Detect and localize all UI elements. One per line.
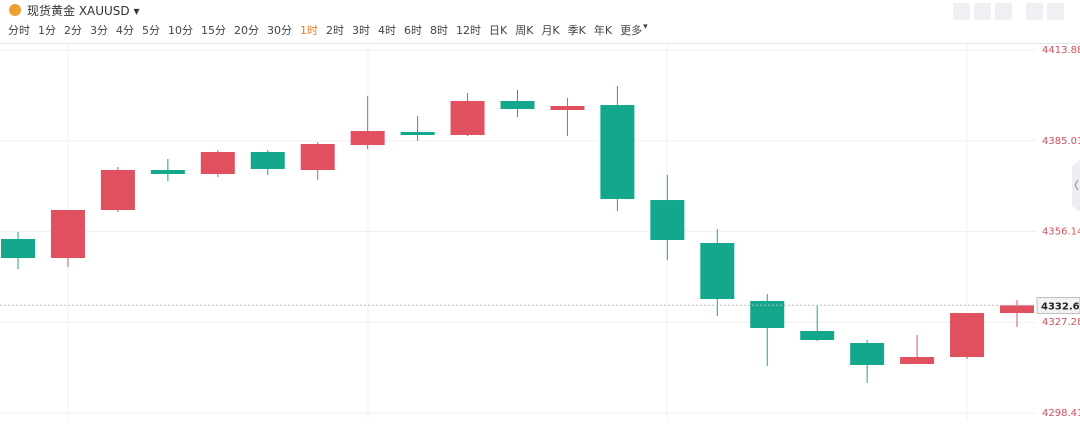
- candle-body: [100, 169, 135, 211]
- timeframe-bar: 分时 1分 2分 3分 4分 5分 10分 15分 20分 30分 1时 2时 3时 4时 6时 8时 12时日…: [8, 22, 656, 38]
- candle-body: [200, 152, 235, 174]
- candle-body: [850, 342, 885, 365]
- candle-body: [800, 331, 835, 340]
- more-arrow: ▾: [643, 22, 648, 32]
- side-tab-arrow: [1074, 179, 1079, 191]
- candle-body: [250, 152, 285, 169]
- y-tick-label: 4385.01: [1042, 136, 1080, 147]
- candle-body: [600, 105, 635, 200]
- candle-body: [950, 312, 985, 358]
- candle-body: [700, 242, 735, 300]
- candle-body: [650, 200, 685, 241]
- timeframe[interactable]: 4分: [116, 24, 134, 37]
- timeframe[interactable]: 季K: [567, 24, 586, 37]
- timeframe[interactable]: 4时: [378, 24, 396, 37]
- candle-body: [400, 131, 435, 136]
- timeframe[interactable]: 1时: [300, 24, 318, 37]
- timeframe[interactable]: 2分: [64, 24, 82, 37]
- timeframe[interactable]: 30分: [267, 24, 292, 37]
- timeframe[interactable]: 10分: [168, 24, 193, 37]
- timeframe[interactable]: 1分: [38, 24, 56, 37]
- tool-button[interactable]: [953, 3, 970, 20]
- timeframe[interactable]: 月K: [541, 24, 560, 37]
- title-text: 现货黄金 XAUUSD: [27, 4, 130, 18]
- tool-button[interactable]: [1047, 3, 1064, 20]
- timeframe[interactable]: 周K: [515, 24, 534, 37]
- symbol-title[interactable]: 现货黄金 XAUUSD ▾: [27, 4, 140, 18]
- candle-body: [500, 100, 535, 110]
- timeframe[interactable]: 6时: [404, 24, 422, 37]
- candle-body: [550, 105, 585, 111]
- timeframe[interactable]: 3分: [90, 24, 108, 37]
- last-price-box: [1036, 296, 1080, 314]
- timeframe[interactable]: 更多: [620, 24, 643, 37]
- tool-button[interactable]: [1026, 3, 1043, 20]
- timeframe[interactable]: 12时: [456, 24, 481, 37]
- toolbar: [953, 3, 1064, 20]
- candle-body: [50, 210, 85, 258]
- timeframe[interactable]: 日K: [489, 24, 508, 37]
- timeframe[interactable]: 3时: [352, 24, 370, 37]
- candle-body: [1, 238, 35, 258]
- timeframe[interactable]: 20分: [234, 24, 259, 37]
- tool-button[interactable]: [995, 3, 1012, 20]
- timeframe[interactable]: 15分: [201, 24, 226, 37]
- timeframe[interactable]: 5分: [142, 24, 160, 37]
- candle-body: [150, 169, 185, 174]
- last-price-label: 4332.67: [1041, 301, 1080, 312]
- tool-button[interactable]: [974, 3, 991, 20]
- candle-body: [300, 143, 335, 170]
- candle-body: [350, 131, 385, 146]
- candle-body: [750, 300, 785, 328]
- timeframe[interactable]: 分时: [8, 24, 30, 37]
- y-tick-label: 4413.88: [1042, 45, 1080, 56]
- y-tick-label: 4298.41: [1042, 408, 1080, 419]
- timeframe[interactable]: 8时: [430, 24, 448, 37]
- y-tick-label: 4327.28: [1042, 317, 1080, 328]
- y-tick-label: 4356.14: [1042, 227, 1080, 238]
- timeframe[interactable]: 年K: [593, 24, 613, 37]
- timeframe[interactable]: 2时: [326, 24, 344, 37]
- candle-body: [900, 357, 935, 364]
- gold-icon: [9, 4, 21, 16]
- candle-body: [1000, 305, 1034, 313]
- candle-body: [450, 100, 485, 136]
